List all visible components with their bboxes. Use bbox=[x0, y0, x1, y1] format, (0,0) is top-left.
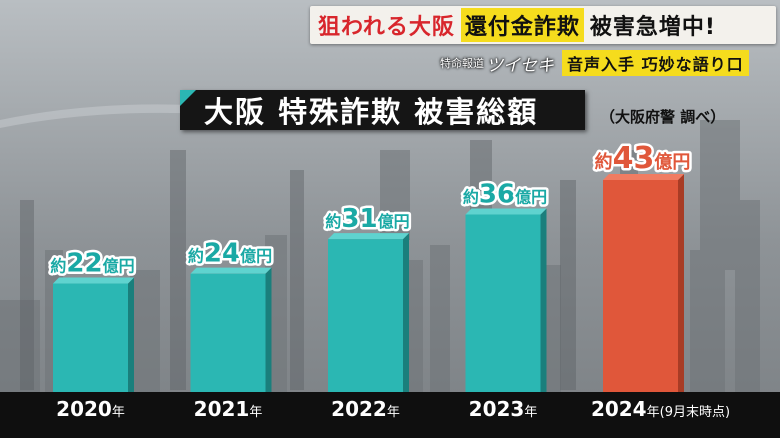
bar-1 bbox=[190, 273, 266, 392]
sub-banner: 特命報道 ツイセキ 音声入手 巧妙な語り口 bbox=[440, 50, 749, 76]
headline-part1: 狙われる大阪 bbox=[318, 15, 455, 40]
value-label-2: 約31億円 bbox=[325, 204, 409, 234]
bar-side-2 bbox=[403, 233, 409, 392]
bar-2 bbox=[328, 239, 403, 392]
bar-top-1 bbox=[190, 267, 272, 274]
bar-side-4 bbox=[678, 174, 684, 392]
bar-top-4 bbox=[603, 174, 684, 180]
program-logo: 特命報道 ツイセキ bbox=[440, 51, 554, 76]
value-label-0: 約22億円 bbox=[50, 249, 134, 279]
program-name: ツイセキ bbox=[486, 55, 554, 76]
bar-3 bbox=[465, 214, 541, 392]
bar-0 bbox=[53, 283, 128, 392]
value-label-3: 約36億円 bbox=[463, 180, 547, 210]
x-tick-label-2: 2022年 bbox=[331, 397, 400, 421]
value-label-1: 約24億円 bbox=[188, 239, 272, 269]
bar-side-0 bbox=[128, 277, 134, 392]
title-accent-corner bbox=[180, 90, 196, 106]
headline-part3: 被害急増中! bbox=[589, 15, 716, 40]
chart-source: （大阪府警 調べ） bbox=[600, 108, 726, 126]
bar-top-0 bbox=[53, 277, 134, 284]
x-axis-band bbox=[0, 392, 780, 438]
bar-top-2 bbox=[328, 233, 409, 240]
bar-side-1 bbox=[265, 267, 272, 392]
chart-title: 大阪 特殊詐欺 被害総額 bbox=[180, 90, 585, 130]
x-tick-label-0: 2020年 bbox=[56, 397, 125, 421]
value-label-4: 約43億円 bbox=[595, 141, 691, 176]
program-small-text: 特命報道 bbox=[440, 57, 484, 70]
bar-top-3 bbox=[465, 208, 547, 215]
bar-4 bbox=[603, 180, 678, 392]
x-tick-label-3: 2023年 bbox=[468, 397, 538, 421]
headline-banner: 狙われる大阪 還付金詐欺 被害急増中! bbox=[310, 6, 776, 44]
x-tick-label-4: 2024年(9月末時点) bbox=[590, 397, 731, 421]
x-tick-label-1: 2021年 bbox=[193, 397, 263, 421]
bar-side-3 bbox=[540, 208, 547, 392]
subtitle-text: 音声入手 巧妙な語り口 bbox=[562, 50, 749, 76]
headline-part2: 還付金詐欺 bbox=[460, 8, 584, 42]
